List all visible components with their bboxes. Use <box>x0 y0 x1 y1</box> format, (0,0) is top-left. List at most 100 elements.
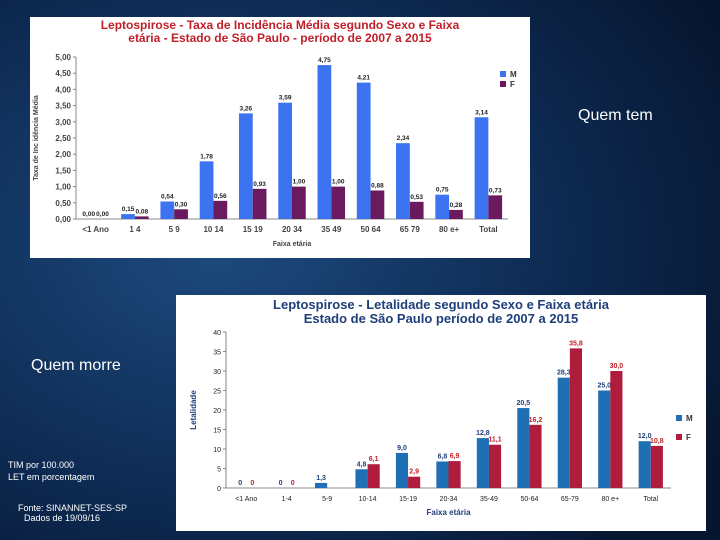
incidence-bar-f <box>292 186 306 219</box>
incidence-data-label: 2,34 <box>397 135 410 142</box>
incidence-data-label: 0,08 <box>135 208 148 215</box>
incidence-data-label: 3,59 <box>279 95 292 102</box>
incidence-data-label: 0,56 <box>214 193 227 200</box>
lethality-bar-m <box>557 377 570 488</box>
lethality-data-label: 30,0 <box>610 363 624 370</box>
lethality-bar-m <box>436 461 449 488</box>
incidence-bar-m <box>435 194 450 219</box>
incidence-bar-m <box>160 201 175 219</box>
incidence-data-label: 0,53 <box>410 194 423 201</box>
lethality-bar-m <box>638 441 651 488</box>
lethality-data-label: 0 <box>250 480 254 487</box>
lethality-y-tick-label: 0 <box>217 486 221 493</box>
incidence-legend-label-f: F <box>510 80 515 89</box>
incidence-legend-label-m: M <box>510 70 517 79</box>
incidence-bar-m <box>356 82 371 219</box>
lethality-x-tick-label: 10-14 <box>359 496 377 503</box>
lethality-data-label: 25,0 <box>597 383 611 390</box>
incidence-x-tick-label: Total <box>479 225 498 234</box>
incidence-x-tick-label: 65 79 <box>400 225 421 234</box>
incidence-data-label: 3,14 <box>475 109 488 116</box>
lethality-x-tick-label: 65-79 <box>561 496 579 503</box>
source-note: Fonte: SINANNET-SES-SP <box>18 503 128 513</box>
incidence-data-label: 0,30 <box>175 201 188 208</box>
lethality-x-tick-label: 5-9 <box>322 496 332 503</box>
lethality-y-tick-label: 35 <box>213 350 221 357</box>
incidence-data-label: 1,78 <box>200 153 213 160</box>
incidence-x-axis-label: Faixa etária <box>273 241 312 248</box>
lethality-bar-f <box>367 464 380 488</box>
lethality-data-label: 12,8 <box>476 430 490 437</box>
incidence-x-tick-label: 5 9 <box>169 225 181 234</box>
lethality-y-tick-label: 25 <box>213 389 221 396</box>
lethality-data-label: 16,2 <box>529 417 543 424</box>
lethality-data-label: 4,8 <box>357 461 367 468</box>
lethality-data-label: 6,8 <box>438 453 448 460</box>
incidence-title-line-1: Leptospirose - Taxa de Incidência Média … <box>100 18 460 32</box>
incidence-chart: 0,00 0,50 1,00 1,50 2,00 2,50 3,00 3,50 4,00 4,50… <box>33 53 517 248</box>
incidence-data-label: 0,28 <box>450 202 463 209</box>
lethality-data-label: 35,8 <box>569 340 583 347</box>
lethality-data-label: 11,1 <box>488 437 501 444</box>
lethality-y-axis-label: Letalidade <box>189 390 198 430</box>
lethality-data-label: 0 <box>279 480 283 487</box>
lethality-bar-m <box>517 408 530 488</box>
lethality-legend-swatch-f <box>676 434 682 440</box>
lethality-bar-f <box>650 445 663 488</box>
incidence-legend-swatch-f <box>500 81 506 87</box>
lethality-bar-m <box>476 438 489 488</box>
incidence-y-axis-label: Taxa de Inc idência Média <box>33 95 40 181</box>
incidence-data-label: 4,75 <box>318 57 331 64</box>
incidence-data-label: 0,54 <box>161 194 174 201</box>
lethality-data-label: 6,1 <box>369 456 379 463</box>
incidence-y-tick-label: 3,50 <box>55 102 71 111</box>
lethality-chart-title: Leptospirose - Letalidade segundo Sexo e… <box>176 297 706 327</box>
incidence-bar-f <box>409 201 424 219</box>
incidence-title-line-2: etária - Estado de São Paulo - período d… <box>128 31 432 46</box>
incidence-data-label: 1,00 <box>293 179 306 186</box>
lethality-bar-f <box>448 461 461 488</box>
incidence-bar-f <box>252 188 267 219</box>
lethality-data-label: 12,0 <box>638 433 652 440</box>
incidence-bar-f <box>174 209 188 219</box>
lethality-x-tick-label: 50-64 <box>520 496 538 503</box>
incidence-chart-title: Leptospirose - Taxa de Incidência Média … <box>30 18 530 46</box>
incidence-bar-m <box>474 117 489 219</box>
incidence-bar-m <box>278 102 292 219</box>
incidence-x-tick-label: 15 19 <box>243 225 264 234</box>
incidence-data-label: 4,21 <box>357 75 370 82</box>
incidence-bar-f <box>134 216 149 219</box>
lethality-x-tick-label: 15-19 <box>399 496 417 503</box>
incidence-y-tick-label: 2,00 <box>55 150 71 159</box>
lethality-legend-label-m: M <box>686 414 693 423</box>
incidence-y-tick-label: 4,50 <box>55 69 71 78</box>
lethality-data-label: 0 <box>291 480 295 487</box>
lethality-x-tick-label: <1 Ano <box>235 496 257 503</box>
incidence-bar-f <box>449 209 463 219</box>
lethality-data-label: 1,3 <box>316 475 326 482</box>
incidence-x-tick-label: 50 64 <box>361 225 382 234</box>
incidence-y-tick-label: 3,00 <box>55 118 71 127</box>
incidence-data-label: 0,75 <box>436 187 449 194</box>
incidence-data-label: 3,26 <box>240 105 253 112</box>
incidence-data-label: 0,00 <box>82 211 95 218</box>
lethality-y-tick-label: 40 <box>213 330 221 337</box>
lethality-x-tick-label: 35-49 <box>480 496 498 503</box>
quem-tem-label: Quem tem <box>578 107 653 124</box>
lethality-x-tick-label: 1-4 <box>282 496 292 503</box>
lethality-y-tick-label: 30 <box>213 369 221 376</box>
incidence-chart-panel: Leptospirose - Taxa de Incidência Média … <box>30 17 530 258</box>
incidence-x-tick-label: 20 34 <box>282 225 303 234</box>
lethality-bar-f <box>408 476 421 488</box>
quem-morre-label: Quem morre <box>31 357 121 374</box>
lethality-x-tick-label: 20-34 <box>440 496 458 503</box>
incidence-y-tick-label: 1,00 <box>55 183 71 192</box>
lethality-y-tick-label: 5 <box>217 467 221 474</box>
lethality-chart-panel: Leptospirose - Letalidade segundo Sexo e… <box>176 295 706 531</box>
lethality-data-label: 2,9 <box>409 469 419 476</box>
lethality-data-label: 10,8 <box>650 438 664 445</box>
incidence-bar-m <box>238 113 253 219</box>
incidence-bar-m <box>199 161 214 219</box>
lethality-x-axis-label: Faixa etária <box>426 508 471 517</box>
incidence-bar-m <box>396 143 410 219</box>
